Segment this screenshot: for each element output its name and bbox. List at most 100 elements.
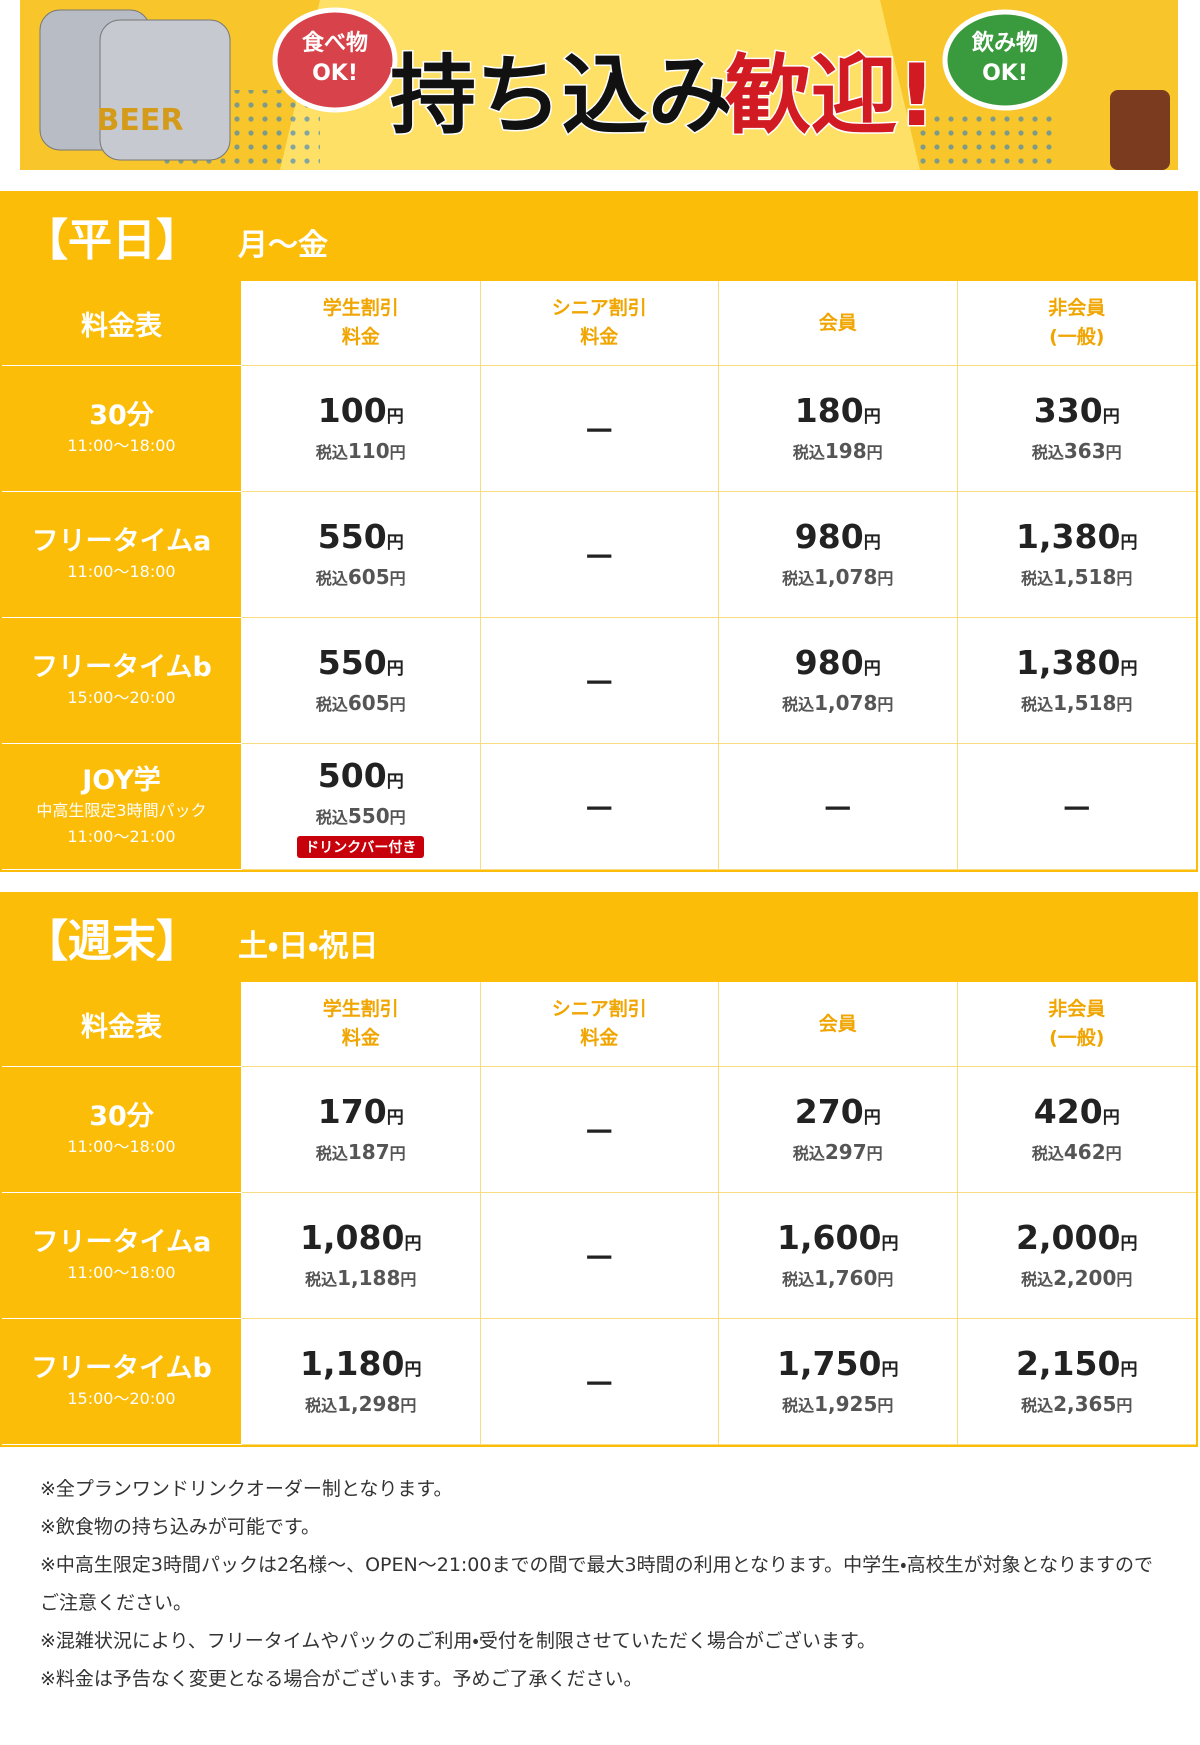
tax-value: 110 xyxy=(347,438,390,463)
bubble-text: 飲み物 xyxy=(971,30,1038,56)
column-header-line: 料金 xyxy=(580,326,619,348)
price: 420円 xyxy=(1034,1092,1120,1138)
price-cell: 1,750円 税込1,925円 xyxy=(719,1319,958,1445)
price: 1,380円 xyxy=(1016,643,1137,689)
price-cell: － xyxy=(480,366,719,492)
price-cell: 1,080円 税込1,188円 xyxy=(242,1193,481,1319)
column-header: シニア割引 料金 xyxy=(480,982,719,1067)
bubble-text: OK! xyxy=(982,61,1028,86)
yen: 円 xyxy=(389,442,406,462)
tax-value: 1,925 xyxy=(814,1391,878,1416)
price: 980円 xyxy=(795,517,881,563)
tax-value: 605 xyxy=(347,564,390,589)
tax-value: 1,760 xyxy=(814,1265,878,1290)
row-sublabel: 11:00～18:00 xyxy=(67,1136,176,1156)
price: 1,180円 xyxy=(300,1344,421,1390)
bubble-text: OK! xyxy=(312,61,358,86)
price-value: 550 xyxy=(317,516,387,556)
price-value: 1,180 xyxy=(300,1343,405,1383)
row-label-cell: 30分 11:00～18:00 xyxy=(2,1067,242,1193)
row-sublabel: 15:00～20:00 xyxy=(67,687,176,707)
price-cell: 180円 税込198円 xyxy=(719,366,958,492)
yen: 円 xyxy=(877,694,894,714)
row-label: JOY学 xyxy=(82,764,161,796)
row-label-cell: フリータイムa 11:00～18:00 xyxy=(2,492,242,618)
tax-prefix: 税込 xyxy=(792,1143,825,1163)
price: 170円 xyxy=(318,1092,404,1138)
banner-title: 持ち込み xyxy=(390,46,734,146)
price-value: 1,380 xyxy=(1016,642,1121,682)
tax-price: 税込1,925円 xyxy=(782,1390,893,1420)
tax-price: 税込1,298円 xyxy=(305,1390,416,1420)
column-header: 学生割引 料金 xyxy=(242,982,481,1067)
price-cell: － xyxy=(480,744,719,870)
price-value: 550 xyxy=(317,642,387,682)
price-value: 980 xyxy=(794,642,864,682)
yen: 円 xyxy=(863,406,881,427)
tax-value: 1,188 xyxy=(337,1265,401,1290)
column-header-line: シニア割引 xyxy=(551,998,647,1020)
tax-price: 税込605円 xyxy=(316,689,406,719)
price-section: 【週末】 土・日・祝日 料金表 学生割引 料金 シニア割引 料金 会員 非会員 (一般) 30分 11… xyxy=(0,892,1198,1447)
price-cell: 550円 税込605円 xyxy=(242,618,481,744)
tax-price: 税込1,188円 xyxy=(305,1264,416,1294)
price-section: 【平日】 月～金 料金表 学生割引 料金 シニア割引 料金 会員 非会員 (一般) 30分 11:00… xyxy=(0,191,1198,872)
yen: 円 xyxy=(1116,1395,1133,1415)
price-cell: 420円 税込462円 xyxy=(957,1067,1196,1193)
tax-value: 2,365 xyxy=(1053,1391,1117,1416)
yen: 円 xyxy=(881,1359,899,1380)
tax-price: 税込297円 xyxy=(793,1138,883,1168)
price-cell: 1,600円 税込1,760円 xyxy=(719,1193,958,1319)
column-header-line: 会員 xyxy=(818,311,857,334)
yen: 円 xyxy=(389,807,406,827)
column-header-line: 非会員 xyxy=(1048,297,1106,319)
row-sublabel: 11:00～18:00 xyxy=(67,1262,176,1282)
price: 2,150円 xyxy=(1016,1344,1137,1390)
tax-price: 税込462円 xyxy=(1032,1138,1122,1168)
column-header-line: 学生割引 xyxy=(322,998,399,1020)
tax-value: 605 xyxy=(347,690,390,715)
price-cell: － xyxy=(957,744,1196,870)
yen: 円 xyxy=(1116,694,1133,714)
tax-prefix: 税込 xyxy=(1021,568,1054,588)
tax-price: 税込1,518円 xyxy=(1021,563,1132,593)
price-value: 2,000 xyxy=(1016,1217,1121,1257)
price-value: 500 xyxy=(317,755,387,795)
yen: 円 xyxy=(389,1143,406,1163)
row-sublabel: 15:00～20:00 xyxy=(67,1388,176,1408)
note: ※中高生限定3時間パックは2名様～、OPEN～21:00までの間で最大3時間の利… xyxy=(40,1554,1153,1614)
tax-prefix: 税込 xyxy=(305,1395,338,1415)
corner-cell: 料金表 xyxy=(2,982,242,1067)
row-sublabel: 中高生限定3時間パック xyxy=(36,800,207,820)
banner-dots xyxy=(920,110,1060,170)
section-days: 土・日・祝日 xyxy=(238,929,379,964)
yen: 円 xyxy=(866,1143,883,1163)
tax-prefix: 税込 xyxy=(1031,1143,1064,1163)
tax-price: 税込605円 xyxy=(316,563,406,593)
price-value: 420 xyxy=(1033,1091,1103,1131)
yen: 円 xyxy=(1120,658,1138,679)
section-days: 月～金 xyxy=(238,228,328,263)
price-value: 100 xyxy=(317,390,387,430)
yen: 円 xyxy=(1116,1269,1133,1289)
price-table: 料金表 学生割引 料金 シニア割引 料金 会員 非会員 (一般) 30分 11:00～18:00 1… xyxy=(2,281,1196,870)
price: 100円 xyxy=(318,391,404,437)
badge: ドリンクバー付き xyxy=(297,835,425,858)
price-cell: － xyxy=(480,1067,719,1193)
price: 1,750円 xyxy=(777,1344,898,1390)
price-cell: － xyxy=(480,492,719,618)
yen: 円 xyxy=(386,406,404,427)
corner-cell: 料金表 xyxy=(2,281,242,366)
column-header: 会員 xyxy=(719,982,958,1067)
price-cell: 270円 税込297円 xyxy=(719,1067,958,1193)
price-value: 980 xyxy=(794,516,864,556)
price: 2,000円 xyxy=(1016,1218,1137,1264)
column-header: 学生割引 料金 xyxy=(242,281,481,366)
tax-value: 550 xyxy=(347,803,390,828)
price-value: 1,600 xyxy=(777,1217,882,1257)
yen: 円 xyxy=(863,1107,881,1128)
yen: 円 xyxy=(400,1395,417,1415)
price-cell: 100円 税込110円 xyxy=(242,366,481,492)
yen: 円 xyxy=(400,1269,417,1289)
section-title: 【週末】 xyxy=(24,916,200,967)
